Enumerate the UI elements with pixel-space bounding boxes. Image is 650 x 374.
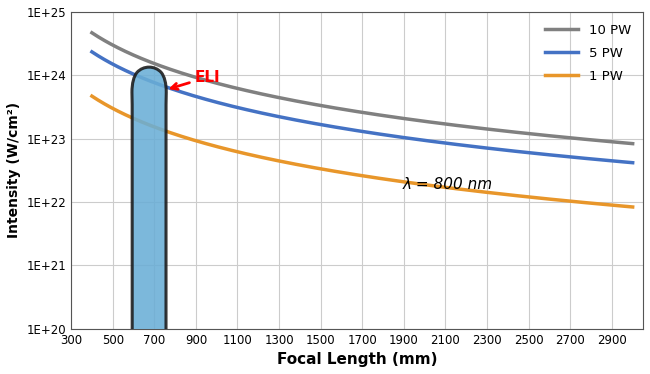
Line: 10 PW: 10 PW [92, 33, 632, 144]
5 PW [449, 142, 457, 146]
X-axis label: Focal Length (mm): Focal Length (mm) [277, 352, 437, 367]
Text: ELI: ELI [172, 70, 220, 89]
1 PW [227, 148, 235, 153]
5 PW [629, 160, 636, 165]
10 PW [449, 123, 457, 127]
10 PW [333, 106, 341, 110]
5 PW [227, 104, 235, 108]
Line: 1 PW: 1 PW [92, 96, 632, 207]
10 PW [184, 73, 192, 77]
1 PW [333, 169, 341, 174]
10 PW [407, 117, 415, 122]
5 PW [407, 136, 415, 141]
5 PW [495, 147, 503, 152]
1 PW [184, 136, 192, 141]
5 PW [184, 92, 192, 96]
10 PW [495, 128, 503, 133]
Legend: 10 PW, 5 PW, 1 PW: 10 PW, 5 PW, 1 PW [540, 19, 636, 88]
10 PW [629, 141, 636, 146]
1 PW [495, 191, 503, 196]
10 PW [88, 31, 96, 35]
Text: λ = 800 nm: λ = 800 nm [403, 177, 493, 192]
1 PW [629, 205, 636, 209]
Ellipse shape [132, 67, 166, 374]
Line: 5 PW: 5 PW [92, 52, 632, 163]
Y-axis label: Intensity (W/cm²): Intensity (W/cm²) [7, 102, 21, 238]
10 PW [227, 85, 235, 89]
1 PW [407, 181, 415, 185]
5 PW [333, 125, 341, 129]
1 PW [449, 186, 457, 190]
1 PW [88, 94, 96, 98]
5 PW [88, 50, 96, 54]
